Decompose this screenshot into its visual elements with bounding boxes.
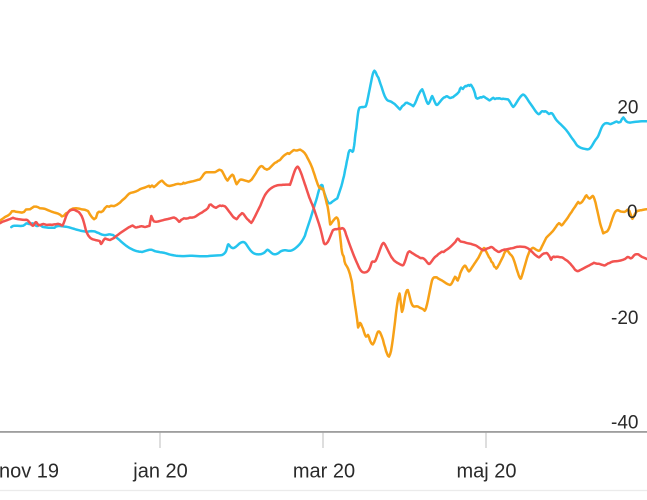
svg-text:20: 20 <box>617 98 638 119</box>
svg-text:mar 20: mar 20 <box>293 461 355 483</box>
svg-text:0: 0 <box>627 202 638 223</box>
svg-text:jan 20: jan 20 <box>132 461 188 483</box>
svg-text:-40: -40 <box>611 413 638 434</box>
svg-text:-20: -20 <box>611 308 638 329</box>
svg-text:nov 19: nov 19 <box>0 461 59 483</box>
svg-text:maj 20: maj 20 <box>456 461 516 483</box>
